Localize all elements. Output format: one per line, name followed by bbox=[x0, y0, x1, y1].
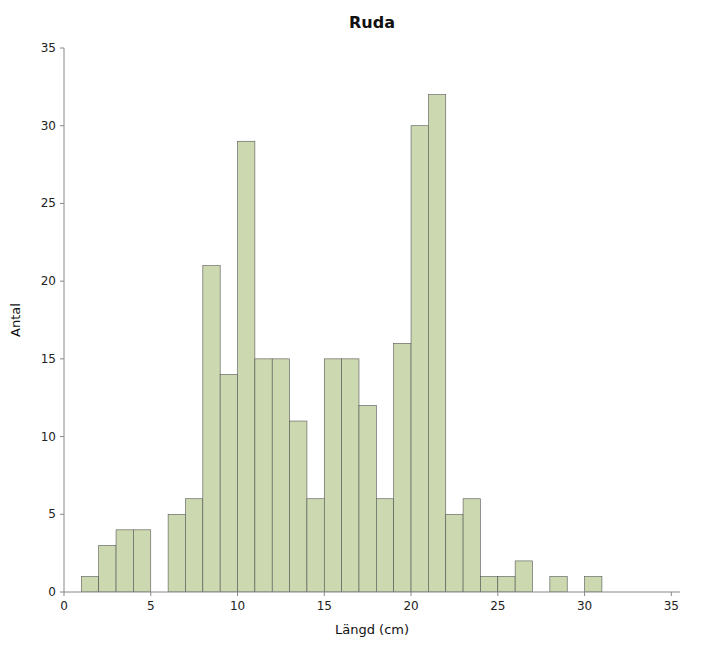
title: Ruda bbox=[349, 13, 395, 32]
y-tick bbox=[60, 436, 64, 437]
bar bbox=[446, 514, 463, 592]
x-axis-label: Längd (cm) bbox=[335, 622, 409, 637]
y-tick-label: 25 bbox=[41, 196, 56, 210]
x-tick bbox=[64, 592, 65, 596]
x-tick-label: 5 bbox=[147, 599, 155, 613]
bar bbox=[394, 343, 411, 592]
bar bbox=[238, 141, 255, 592]
bar bbox=[480, 576, 497, 592]
y-tick bbox=[60, 358, 64, 359]
x-tick bbox=[497, 592, 498, 596]
y-tick bbox=[60, 125, 64, 126]
bar bbox=[290, 421, 307, 592]
bar bbox=[116, 530, 133, 592]
bar bbox=[307, 499, 324, 592]
x-tick-label: 15 bbox=[317, 599, 332, 613]
bar bbox=[428, 95, 445, 592]
bar bbox=[133, 530, 150, 592]
bar bbox=[99, 545, 116, 592]
x-tick-label: 35 bbox=[664, 599, 679, 613]
x-tick bbox=[671, 592, 672, 596]
bar bbox=[81, 576, 98, 592]
bar bbox=[168, 514, 185, 592]
x-tick bbox=[584, 592, 585, 596]
x-tick bbox=[237, 592, 238, 596]
y-tick bbox=[60, 203, 64, 204]
y-tick bbox=[60, 281, 64, 282]
bar bbox=[185, 499, 202, 592]
bar bbox=[411, 126, 428, 592]
y-tick bbox=[60, 592, 64, 593]
bar bbox=[463, 499, 480, 592]
bar bbox=[359, 405, 376, 592]
bars bbox=[81, 95, 602, 592]
x-tick-label: 20 bbox=[403, 599, 418, 613]
x-tick-label: 25 bbox=[490, 599, 505, 613]
x-tick-label: 0 bbox=[60, 599, 68, 613]
bar bbox=[255, 359, 272, 592]
x-tick bbox=[324, 592, 325, 596]
y-tick bbox=[60, 48, 64, 49]
x-tick-label: 30 bbox=[577, 599, 592, 613]
bar bbox=[585, 576, 602, 592]
bar bbox=[376, 499, 393, 592]
y-tick-label: 10 bbox=[41, 430, 56, 444]
chart: 0 5 10 15 20 25 30 35 0 5 10 15 20 25 30 35 Ruda Längd (c… bbox=[0, 0, 704, 652]
bar bbox=[342, 359, 359, 592]
bar bbox=[324, 359, 341, 592]
y-tick-label: 5 bbox=[48, 507, 56, 521]
axes: 0 5 10 15 20 25 30 35 0 5 10 15 20 25 30 35 bbox=[41, 41, 680, 613]
x-tick bbox=[150, 592, 151, 596]
y-tick-label: 30 bbox=[41, 119, 56, 133]
bar bbox=[515, 561, 532, 592]
x-axis-line bbox=[64, 592, 680, 593]
y-tick bbox=[60, 514, 64, 515]
bar bbox=[550, 576, 567, 592]
y-tick-label: 20 bbox=[41, 274, 56, 288]
x-tick bbox=[411, 592, 412, 596]
y-tick-label: 15 bbox=[41, 352, 56, 366]
y-tick-label: 35 bbox=[41, 41, 56, 55]
bar bbox=[498, 576, 515, 592]
x-tick-label: 10 bbox=[230, 599, 245, 613]
bar bbox=[220, 374, 237, 592]
bar bbox=[203, 266, 220, 592]
y-axis-line bbox=[64, 48, 65, 592]
bar bbox=[272, 359, 289, 592]
y-tick-label: 0 bbox=[48, 585, 56, 599]
y-axis-label: Antal bbox=[8, 303, 23, 337]
